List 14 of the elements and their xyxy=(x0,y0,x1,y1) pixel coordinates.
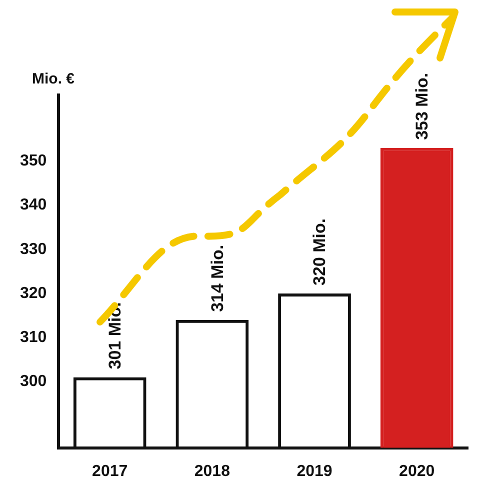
y-tick-label: 320 xyxy=(20,284,47,302)
x-tick-label: 2017 xyxy=(92,462,128,480)
y-axis-title: Mio. € xyxy=(32,70,76,88)
data-label: 320 Mio. xyxy=(310,218,330,286)
y-tick-label: 300 xyxy=(20,373,47,390)
y-tick-label: 340 xyxy=(20,196,47,214)
x-tick-label: 2018 xyxy=(194,462,230,480)
y-tick-label: 310 xyxy=(20,328,47,346)
y-tick-label: 350 xyxy=(20,152,47,170)
x-tick-label: 2020 xyxy=(399,462,435,480)
y-tick-label: 330 xyxy=(20,240,47,258)
data-label: 353 Mio. xyxy=(412,72,432,140)
x-tick-label: 2019 xyxy=(296,462,332,480)
data-label: 314 Mio. xyxy=(208,244,227,312)
